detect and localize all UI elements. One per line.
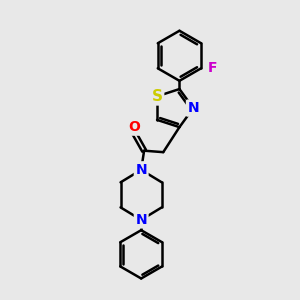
Text: F: F [208, 61, 217, 75]
Text: N: N [188, 101, 199, 115]
Text: N: N [135, 213, 147, 227]
Text: N: N [135, 163, 147, 177]
Text: S: S [152, 89, 163, 104]
Text: O: O [128, 120, 140, 134]
